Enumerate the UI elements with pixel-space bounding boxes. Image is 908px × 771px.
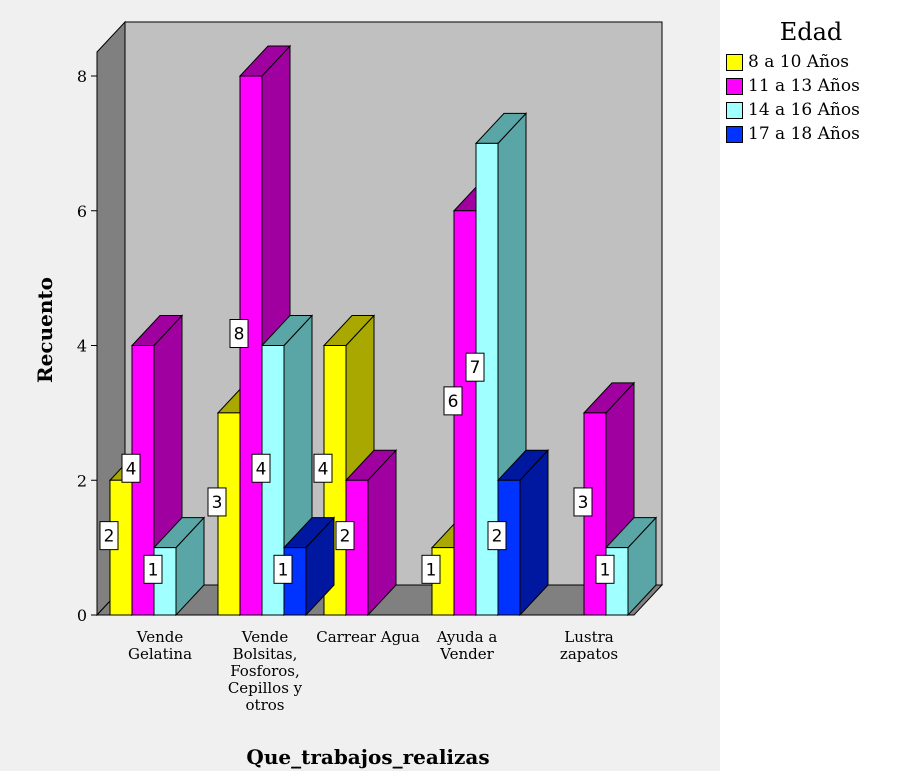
data-label: 4 (318, 459, 329, 479)
chart-area: 0 2 4 6 8 2 3 4 1 4 8 2 6 3 1 4 7 1 1 2 Vende Gelatina Vende Bo… (0, 0, 720, 771)
data-label-box (99, 521, 119, 551)
x-tick-label: Bolsitas, (233, 645, 298, 663)
y-tick-label: 6 (77, 202, 87, 221)
x-tick-label: otros (246, 696, 285, 714)
data-label-box (229, 319, 249, 348)
data-label-box (207, 487, 227, 517)
data-label-box (335, 521, 355, 551)
data-label-box (313, 453, 333, 483)
y-tick-label: 4 (77, 337, 87, 356)
data-label-box (595, 554, 615, 584)
x-tick-label: Carrear Agua (316, 628, 420, 646)
data-label-box (251, 453, 271, 483)
data-label-box (465, 352, 485, 382)
data-label-box (143, 554, 163, 584)
data-label: 2 (104, 527, 115, 547)
data-label-box (487, 521, 507, 551)
data-label: 2 (340, 527, 351, 547)
data-label: 4 (256, 459, 267, 479)
y-axis-title: Recuento (33, 277, 57, 383)
x-tick-label: Vende (136, 628, 184, 646)
data-label-box (573, 487, 593, 517)
x-tick-label: Gelatina (128, 645, 192, 663)
data-label: 4 (126, 459, 137, 479)
data-label-box (273, 554, 293, 584)
legend-items: 8 a 10 Años 11 a 13 Años 14 a 16 Años 17 a … (726, 50, 906, 146)
bar: 2 (487, 448, 550, 617)
y-tick-label: 8 (77, 67, 87, 86)
legend-label: 14 a 16 Años (748, 100, 860, 120)
bar-chart: 02468234148263147112VendeGelatinaVendeBo… (33, 20, 664, 769)
legend-item: 14 a 16 Años (726, 98, 906, 122)
data-label-box (421, 554, 441, 584)
y-tick-label: 0 (77, 606, 87, 625)
data-label: 1 (148, 560, 159, 580)
legend-title: Edad (779, 18, 843, 46)
bar: 1 (143, 516, 206, 617)
x-tick-label: Cepillos y (228, 679, 303, 697)
x-tick-label: Vende (241, 628, 289, 646)
legend-item: 11 a 13 Años (726, 74, 906, 98)
legend-label: 11 a 13 Años (748, 76, 860, 96)
data-label: 8 (234, 325, 245, 345)
bar: 2 (335, 448, 398, 617)
legend-item: 17 a 18 Años (726, 122, 906, 146)
data-label: 1 (278, 560, 289, 580)
legend-label: 17 a 18 Años (748, 124, 860, 144)
data-label: 3 (578, 493, 589, 513)
legend-item: 8 a 10 Años (726, 50, 906, 74)
x-tick-label: zapatos (560, 645, 618, 663)
data-label: 7 (470, 358, 481, 378)
x-tick-label: Ayuda a (436, 628, 498, 646)
bar: 1 (273, 516, 336, 617)
legend-swatch (726, 125, 743, 143)
x-axis-title: Que_trabajos_realizas (246, 745, 489, 769)
legend-label: 8 a 10 Años (748, 52, 849, 72)
data-label-box (121, 453, 141, 483)
x-tick-label: Vender (439, 645, 494, 663)
data-label: 6 (448, 392, 459, 412)
data-label: 1 (426, 560, 437, 580)
data-label: 1 (600, 560, 611, 580)
x-tick-label: Lustra (564, 628, 614, 646)
data-label: 3 (212, 493, 223, 513)
y-tick-label: 2 (77, 471, 87, 490)
bar: 1 (595, 516, 658, 617)
legend-swatch (726, 53, 743, 71)
legend-swatch (726, 77, 743, 95)
data-label-box (443, 386, 463, 416)
data-label: 2 (492, 527, 503, 547)
legend-swatch (726, 101, 743, 119)
x-tick-label: Fosforos, (230, 662, 300, 680)
legend: Edad 8 a 10 Años 11 a 13 Años 14 a 16 Años… (726, 18, 906, 146)
